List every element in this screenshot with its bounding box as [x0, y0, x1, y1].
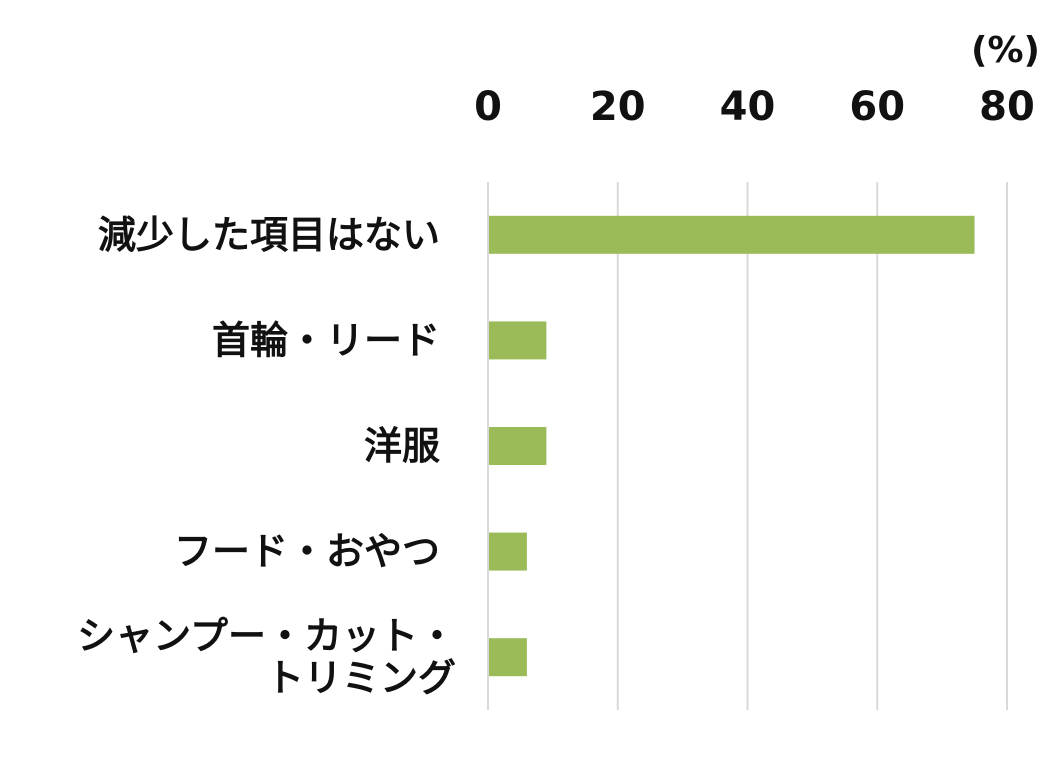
- bar: [489, 427, 547, 465]
- category-label-line: トリミング: [266, 656, 456, 700]
- category-label-line: シャンプー・カット・: [77, 614, 456, 658]
- category-label: 減少した項目はない: [98, 213, 440, 257]
- category-label: シャンプー・カット・トリミング: [77, 614, 456, 700]
- category-label: 首輪・リード: [212, 318, 440, 362]
- bars: [489, 215, 975, 677]
- bar: [489, 532, 527, 571]
- category-label: フード・おやつ: [174, 530, 440, 574]
- tick-label: 80: [979, 84, 1035, 130]
- category-label-line: 洋服: [364, 424, 440, 468]
- bar: [489, 638, 527, 677]
- bar: [489, 215, 975, 254]
- category-label-line: 首輪・リード: [212, 318, 440, 362]
- category-label-line: 減少した項目はない: [98, 213, 440, 257]
- tick-label: 0: [474, 84, 502, 130]
- category-label: 洋服: [364, 424, 440, 468]
- tick-label: 60: [849, 84, 905, 130]
- unit-label: (%): [971, 30, 1040, 71]
- tick-labels: 0 20 40 60 80: [474, 84, 1035, 130]
- tick-label: 20: [590, 84, 646, 130]
- category-label-line: フード・おやつ: [174, 530, 440, 574]
- gridlines: [487, 182, 1008, 710]
- tick-label: 40: [720, 84, 776, 130]
- bar: [489, 321, 547, 360]
